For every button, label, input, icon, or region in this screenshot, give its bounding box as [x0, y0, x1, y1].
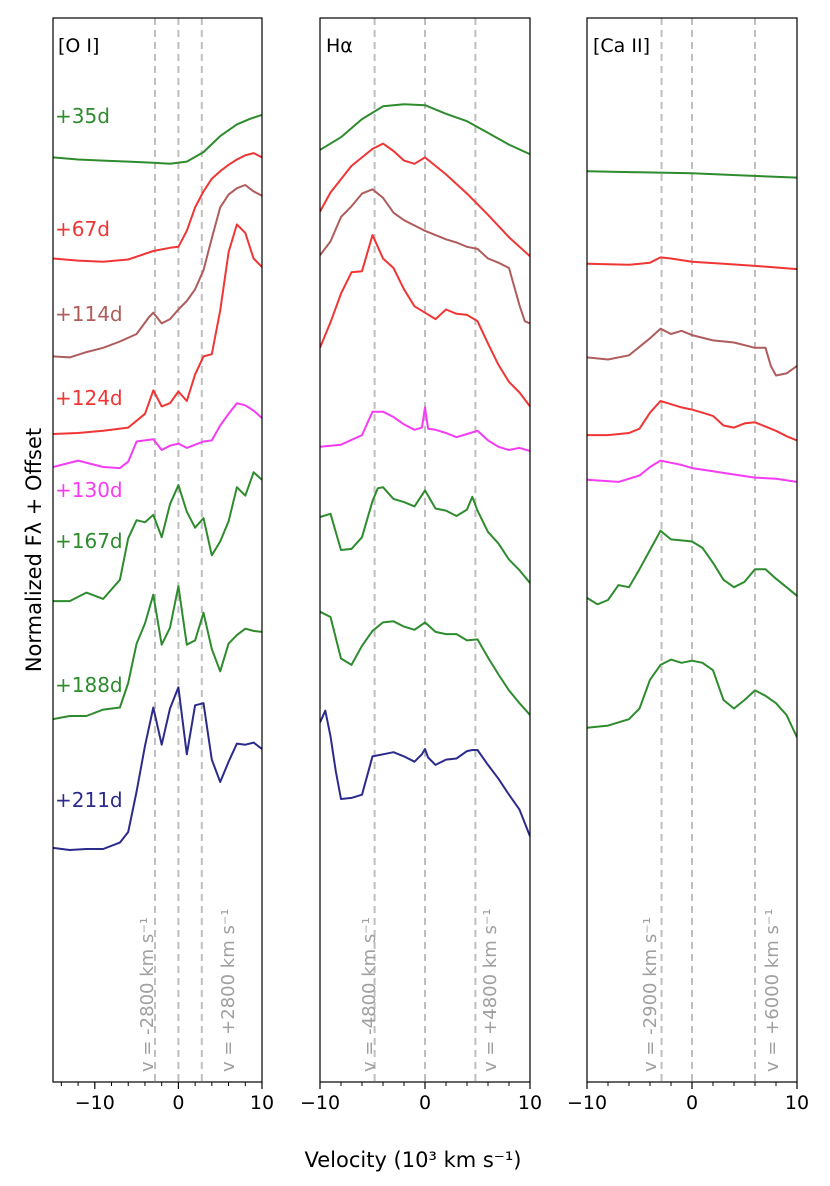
x-tick-label: 10 — [518, 1092, 542, 1114]
spectrum-line — [320, 103, 530, 156]
x-tick-label: 0 — [419, 1092, 431, 1114]
spectrum-line — [53, 113, 262, 165]
spectrum-line — [587, 256, 797, 271]
epoch-labels: +35d +67d +114d +124d +130d +167d +188d … — [55, 104, 123, 812]
spectrum-line — [320, 406, 530, 452]
panel-halpha: −10 0 10 — [300, 17, 542, 1114]
spectrum-line — [587, 529, 797, 606]
x-tick-label: 10 — [785, 1092, 809, 1114]
spectrum-line — [53, 184, 262, 359]
guide-labels: v = -2800 km s⁻¹ v = +2800 km s⁻¹ v = -4… — [137, 908, 783, 1072]
spectrum-line — [53, 686, 262, 851]
spectrum-line — [587, 658, 797, 738]
panel-title-caii: [Ca II] — [593, 35, 650, 57]
x-tick-label: −10 — [300, 1092, 340, 1114]
spectrum-line — [53, 402, 262, 470]
epoch-label: +114d — [55, 302, 123, 326]
x-tick-label: −10 — [567, 1092, 607, 1114]
spectrum-line — [320, 709, 530, 837]
x-tick-label: −10 — [75, 1092, 115, 1114]
x-tick-label: 10 — [250, 1092, 274, 1114]
guide-label-oi-plus: v = +2800 km s⁻¹ — [218, 908, 239, 1072]
spectrum-line — [587, 459, 797, 483]
spectrum-line — [320, 610, 530, 716]
spectrum-line — [320, 486, 530, 584]
panel-oi: −10 0 10 — [52, 17, 274, 1114]
epoch-label: +124d — [55, 386, 123, 410]
spectrum-line — [587, 170, 797, 179]
x-tick-label: 0 — [686, 1092, 698, 1114]
x-axis-title: Velocity (10³ km s⁻¹) — [305, 1148, 522, 1172]
epoch-label: +35d — [55, 104, 110, 128]
epoch-label: +188d — [55, 673, 123, 697]
epoch-label: +211d — [55, 788, 123, 812]
guide-label-caii-plus: v = +6000 km s⁻¹ — [762, 908, 783, 1072]
epoch-label: +130d — [55, 478, 123, 502]
guide-label-halpha-plus: v = +4800 km s⁻¹ — [480, 908, 501, 1072]
spectrum-line — [53, 471, 262, 603]
x-tick-label: 0 — [172, 1092, 184, 1114]
spectrum-line — [320, 188, 530, 325]
guide-label-halpha-minus: v = -4800 km s⁻¹ — [359, 917, 380, 1072]
epoch-label: +167d — [55, 529, 123, 553]
spectrum-line — [53, 152, 262, 263]
spectrum-line — [587, 400, 797, 442]
guide-label-caii-minus: v = -2900 km s⁻¹ — [640, 917, 661, 1072]
panel-frame — [52, 17, 263, 1083]
spectrum-line — [53, 223, 262, 435]
spectrum-line — [320, 234, 530, 408]
panel-caii: −10 0 10 — [567, 17, 809, 1114]
panel-title-halpha: Hα — [326, 35, 353, 57]
panel-title-oi: [O I] — [58, 35, 99, 57]
spectrum-line — [320, 142, 530, 258]
y-axis-title: Normalized Fλ + Offset — [22, 428, 46, 672]
spectrum-line — [587, 327, 797, 377]
epoch-label: +67d — [55, 217, 110, 241]
guide-label-oi-minus: v = -2800 km s⁻¹ — [137, 917, 158, 1072]
spectrum-line — [53, 585, 262, 721]
